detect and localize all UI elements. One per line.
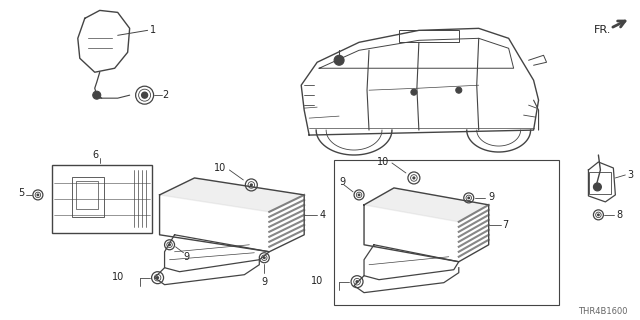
Text: 1: 1 xyxy=(150,25,156,35)
Text: 9: 9 xyxy=(489,192,495,202)
Circle shape xyxy=(356,281,358,283)
Polygon shape xyxy=(364,188,489,222)
Polygon shape xyxy=(159,178,304,212)
Text: 10: 10 xyxy=(311,276,323,286)
Circle shape xyxy=(598,214,599,216)
Circle shape xyxy=(413,177,415,179)
Bar xyxy=(399,30,459,42)
Circle shape xyxy=(411,89,417,95)
Bar xyxy=(589,172,611,194)
Text: 7: 7 xyxy=(502,220,509,230)
Circle shape xyxy=(157,277,159,279)
Text: 4: 4 xyxy=(319,210,325,220)
Text: 9: 9 xyxy=(261,277,268,287)
Circle shape xyxy=(468,197,470,199)
Text: 9: 9 xyxy=(184,252,189,262)
Text: 8: 8 xyxy=(616,210,623,220)
Circle shape xyxy=(141,92,148,98)
Circle shape xyxy=(264,257,265,259)
Circle shape xyxy=(250,184,252,186)
Circle shape xyxy=(358,194,360,196)
Text: FR.: FR. xyxy=(593,25,611,35)
Text: 5: 5 xyxy=(18,188,24,198)
Circle shape xyxy=(456,87,462,93)
Text: 2: 2 xyxy=(163,90,169,100)
Circle shape xyxy=(93,91,100,99)
Text: THR4B1600: THR4B1600 xyxy=(579,307,628,316)
Text: 10: 10 xyxy=(214,163,227,173)
Text: 9: 9 xyxy=(339,177,345,187)
Circle shape xyxy=(593,183,602,191)
Bar xyxy=(76,181,98,209)
Bar xyxy=(334,160,559,305)
Circle shape xyxy=(37,194,38,196)
Circle shape xyxy=(169,244,170,245)
Bar xyxy=(72,177,104,217)
Text: 10: 10 xyxy=(112,272,124,282)
Text: 3: 3 xyxy=(627,170,634,180)
Bar xyxy=(52,165,152,233)
Circle shape xyxy=(334,55,344,65)
Text: 10: 10 xyxy=(377,157,389,167)
Text: 6: 6 xyxy=(93,150,99,160)
